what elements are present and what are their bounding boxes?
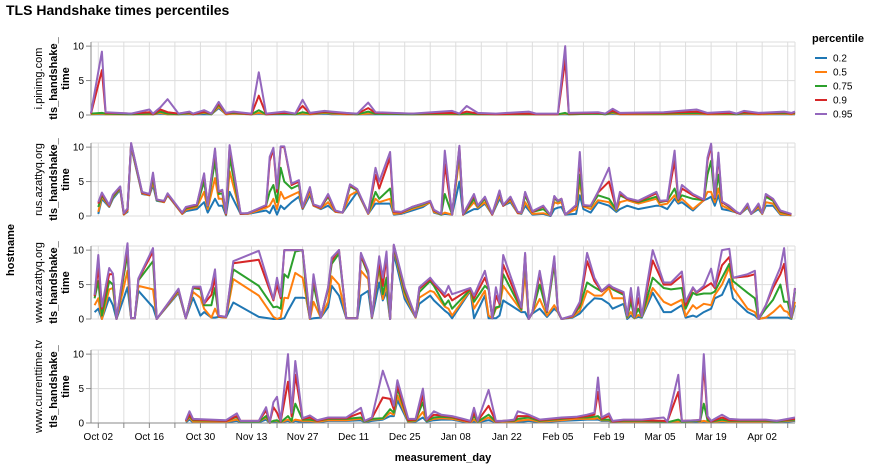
- x-tick-label: Nov 13: [236, 432, 268, 443]
- y-axis-title: tls_handshake_time: [48, 344, 72, 427]
- facets: 0510tls_handshake_timei.pinimg.com0510tl…: [33, 36, 796, 434]
- y-tick-label: 10: [73, 246, 85, 257]
- x-tick-label: Feb 05: [542, 432, 574, 443]
- x-tick-label: Nov 27: [287, 432, 319, 443]
- legend-label: 0.95: [833, 110, 853, 121]
- y-axis-title-line: tls_handshake_: [48, 36, 60, 119]
- y-axis-title-line: time: [60, 271, 72, 294]
- y-axis-title-line: tls_handshake_: [48, 344, 60, 427]
- facet-hostname-label: www.azattyq.org: [33, 242, 45, 324]
- series-line-0.2: [93, 252, 796, 320]
- y-tick-label: 5: [78, 177, 84, 188]
- x-tick-label: Oct 30: [186, 432, 216, 443]
- y-tick-label: 10: [73, 350, 85, 361]
- chart-title: TLS Handshake times percentiles: [6, 2, 230, 18]
- x-tick-label: Oct 02: [84, 432, 114, 443]
- x-tick-label: Mar 05: [644, 432, 676, 443]
- x-tick-label: Jan 22: [492, 432, 522, 443]
- y-axis-title-line: time: [60, 168, 72, 191]
- x-tick-label: Dec 25: [389, 432, 421, 443]
- y-tick-label: 10: [73, 42, 85, 53]
- series-line-0.5: [97, 144, 792, 217]
- y-axis-title-line: time: [60, 375, 72, 398]
- facet-hostname-label: rus.azattyq.org: [33, 143, 45, 216]
- x-tick-label: Apr 02: [747, 432, 777, 443]
- y-axis-title-line: tls_handshake_: [48, 240, 60, 323]
- x-tick-label: Feb 19: [593, 432, 625, 443]
- x-axis-title: measurement_day: [395, 452, 492, 464]
- legend-title: percentile: [812, 33, 864, 45]
- series-line-0.2: [97, 146, 792, 217]
- series-line-0.75: [93, 245, 796, 320]
- x-tick-label: Oct 16: [135, 432, 165, 443]
- y-axis-title-line: time: [60, 67, 72, 90]
- x-tick-label: Dec 11: [338, 432, 369, 443]
- y-tick-label: 10: [73, 143, 85, 154]
- y-tick-label: 5: [78, 384, 84, 395]
- legend-label: 0.5: [833, 68, 847, 79]
- y-axis-title: tls_handshake_time: [48, 240, 72, 323]
- x-tick-label: Mar 19: [696, 432, 728, 443]
- y-tick-label: 0: [78, 315, 84, 326]
- y-axis-title-line: tls_handshake_: [48, 137, 60, 220]
- series-line-0.95: [97, 142, 792, 217]
- x-axis: Oct 02 Oct 16 Oct 30 Nov 13 Nov 27 Dec 11 Dec …: [84, 422, 795, 443]
- legend-label: 0.2: [833, 54, 847, 65]
- series-line-0.9: [93, 244, 796, 320]
- legend-label: 0.9: [833, 96, 847, 107]
- facet-hostname-label: i.pinimg.com: [33, 48, 45, 110]
- legend-label: 0.75: [833, 82, 853, 93]
- series-line-0.9: [90, 58, 796, 116]
- y-axis-title: tls_handshake_time: [48, 36, 72, 119]
- y-tick-label: 0: [78, 419, 84, 430]
- legend: percentile 0.2 0.5 0.75 0.9 0.95: [812, 33, 864, 121]
- y-tick-label: 5: [78, 280, 84, 291]
- series-line-0.95: [90, 45, 796, 115]
- y-tick-label: 0: [78, 111, 84, 122]
- x-tick-label: Jan 08: [441, 432, 471, 443]
- y-tick-label: 5: [78, 76, 84, 87]
- y-tick-label: 0: [78, 212, 84, 223]
- y-axis-title: tls_handshake_time: [48, 137, 72, 220]
- row-facet-title: hostname: [5, 224, 17, 276]
- series-line-0.95: [184, 353, 796, 424]
- series-line-0.5: [93, 247, 796, 320]
- facet-hostname-label: www.currenttime.tv: [33, 340, 45, 434]
- series-line-0.95: [93, 242, 796, 320]
